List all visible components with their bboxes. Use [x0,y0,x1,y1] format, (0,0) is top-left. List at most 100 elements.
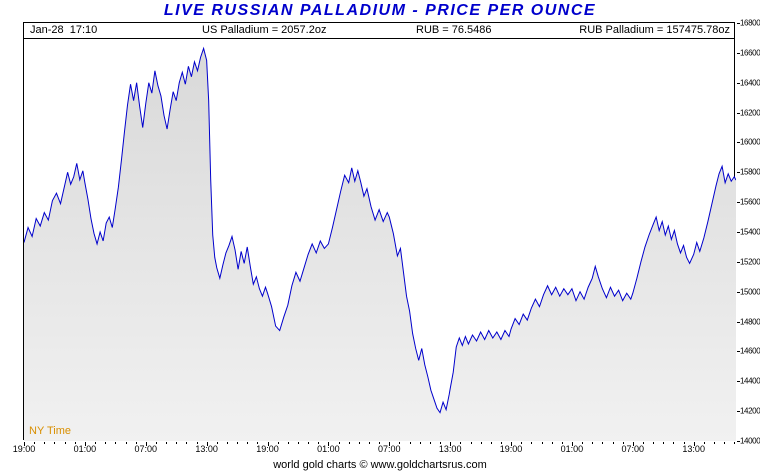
x-minor-tick-mark [582,442,584,444]
x-minor-tick-mark [470,442,472,444]
y-tick-mark [737,83,740,84]
timestamp-label: Jan-28 17:10 [30,24,98,36]
y-tick-mark [737,322,740,323]
x-minor-tick-mark [176,442,178,444]
x-minor-tick-mark [105,442,107,444]
x-minor-tick-mark [74,442,76,444]
rub-palladium-quote: RUB Palladium = 157475.78oz [579,24,730,36]
x-tick-mark [267,442,269,446]
y-tick-label: 154000 [740,227,760,237]
ny-time-label: NY Time [29,425,71,437]
x-minor-tick-mark [348,442,350,444]
x-tick-mark [632,442,634,446]
copyright-footer: world gold charts © www.goldchartsrus.co… [273,459,487,471]
y-tick-mark [737,202,740,203]
x-minor-tick-mark [277,442,279,444]
page-title: LIVE RUSSIAN PALLADIUM - PRICE PER OUNCE [163,2,597,19]
x-tick-label: 19:00 [12,444,36,454]
y-tick-label: 160000 [740,137,760,147]
y-tick-label: 142000 [740,406,760,416]
x-minor-tick-mark [653,442,655,444]
x-minor-tick-mark [429,442,431,444]
y-tick-mark [737,232,740,233]
x-minor-tick-mark [663,442,665,444]
y-tick-label: 146000 [740,346,760,356]
x-minor-tick-mark [216,442,218,444]
x-minor-tick-mark [125,442,127,444]
y-tick-label: 144000 [740,376,760,386]
x-tick-mark [206,442,208,446]
x-minor-tick-mark [673,442,675,444]
x-tick-label: 01:00 [560,444,584,454]
x-minor-tick-mark [490,442,492,444]
x-minor-tick-mark [602,442,604,444]
x-minor-tick-mark [714,442,715,444]
y-tick-mark [737,411,740,412]
x-tick-mark [693,442,695,446]
x-minor-tick-mark [166,442,168,444]
y-tick-label: 152000 [740,257,760,267]
y-tick-label: 162000 [740,108,760,118]
x-tick-mark [571,442,573,446]
x-minor-tick-mark [287,442,289,444]
y-tick-mark [737,113,740,114]
x-minor-tick-mark [308,442,310,444]
quote-header-strip: Jan-28 17:10 US Palladium = 2057.2oz RUB… [24,23,734,39]
y-tick-label: 164000 [740,78,760,88]
y-tick-mark [737,292,740,293]
x-minor-tick-mark [541,442,543,444]
x-minor-tick-mark [703,442,705,444]
y-tick-mark [737,441,740,442]
x-tick-label: 07:00 [621,444,645,454]
x-minor-tick-mark [64,442,66,444]
x-tick-mark [24,442,25,446]
x-minor-tick-mark [196,442,198,444]
y-tick-label: 166000 [740,48,760,58]
x-minor-tick-mark [521,442,523,444]
x-minor-tick-mark [155,442,157,444]
us-palladium-quote: US Palladium = 2057.2oz [202,24,327,36]
x-tick-label: 13:00 [195,444,218,454]
x-minor-tick-mark [460,442,462,444]
y-tick-mark [737,53,740,54]
price-line [24,46,736,414]
x-tick-label: 07:00 [134,444,158,454]
price-area-fill [24,48,736,441]
x-minor-tick-mark [135,442,137,444]
x-minor-tick-mark [34,442,36,444]
x-minor-tick-mark [226,442,228,444]
x-tick-label: 13:00 [682,444,705,454]
x-tick-label: 01:00 [317,444,340,454]
x-minor-tick-mark [247,442,249,444]
x-minor-tick-mark [369,442,370,444]
y-tick-mark [737,262,740,263]
x-tick-mark [84,442,86,446]
y-tick-label: 140000 [740,436,760,446]
x-minor-tick-mark [551,442,553,444]
y-tick-mark [737,381,740,382]
x-tick-mark [450,442,452,446]
x-minor-tick-mark [115,442,117,444]
y-tick-mark [737,142,740,143]
x-tick-label: 19:00 [256,444,279,454]
x-tick-mark [389,442,391,446]
x-minor-tick-mark [379,442,381,444]
x-minor-tick-mark [257,442,259,444]
x-minor-tick-mark [409,442,411,444]
x-minor-tick-mark [561,442,563,444]
x-minor-tick-mark [44,442,46,444]
y-tick-label: 156000 [740,197,760,207]
x-tick-mark [511,442,512,446]
x-minor-tick-mark [724,442,726,444]
x-minor-tick-mark [643,442,644,444]
x-minor-tick-mark [298,442,299,444]
x-minor-tick-mark [358,442,360,444]
x-minor-tick-mark [54,442,56,444]
x-minor-tick-mark [500,442,502,444]
x-tick-label: 19:00 [499,444,523,454]
x-minor-tick-mark [622,442,624,444]
y-tick-label: 158000 [740,167,760,177]
x-tick-label: 13:00 [438,444,462,454]
x-minor-tick-mark [734,442,736,444]
x-minor-tick-mark [440,442,441,444]
